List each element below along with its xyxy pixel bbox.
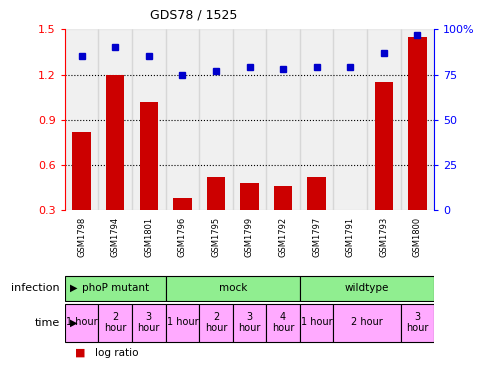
Text: 3
hour: 3 hour [239,312,260,333]
Text: 2
hour: 2 hour [104,312,126,333]
Bar [300,29,333,210]
Text: 2
hour: 2 hour [205,312,227,333]
Bar [333,304,401,342]
Text: 4
hour: 4 hour [272,312,294,333]
Bar [207,177,225,256]
Text: phoP mutant: phoP mutant [82,283,149,293]
Bar [300,276,434,300]
Bar [240,183,258,256]
Bar [199,29,233,210]
Bar [408,37,427,256]
Text: wildtype: wildtype [345,283,389,293]
Bar [266,304,300,342]
Bar [72,132,91,256]
Bar [65,304,98,342]
Bar [132,29,166,210]
Bar [307,177,326,256]
Text: GDS78 / 1525: GDS78 / 1525 [150,9,238,22]
Bar [266,29,300,210]
Text: ▶: ▶ [70,318,77,328]
Text: 1 hour: 1 hour [301,317,332,327]
Text: 1 hour: 1 hour [167,317,198,327]
Text: ■: ■ [75,348,85,358]
Bar [375,82,393,256]
Text: 3
hour: 3 hour [406,312,429,333]
Bar [65,29,98,210]
Text: log ratio: log ratio [95,348,138,358]
Bar [106,75,124,256]
Bar [367,29,401,210]
Text: 2 hour: 2 hour [351,317,383,327]
Text: 1 hour: 1 hour [66,317,97,327]
Bar [173,198,192,256]
Bar [199,304,233,342]
Text: 3
hour: 3 hour [138,312,160,333]
Bar [132,304,166,342]
Bar [401,29,434,210]
Bar [401,304,434,342]
Bar [166,276,300,300]
Bar [98,29,132,210]
Bar [140,102,158,256]
Bar [300,304,333,342]
Bar [98,304,132,342]
Bar [274,186,292,256]
Text: mock: mock [219,283,247,293]
Text: time: time [34,318,60,328]
Bar [166,29,199,210]
Bar [65,276,166,300]
Text: infection: infection [11,283,60,293]
Bar [233,304,266,342]
Bar [166,304,199,342]
Text: ▶: ▶ [70,283,77,293]
Bar [233,29,266,210]
Bar [333,29,367,210]
